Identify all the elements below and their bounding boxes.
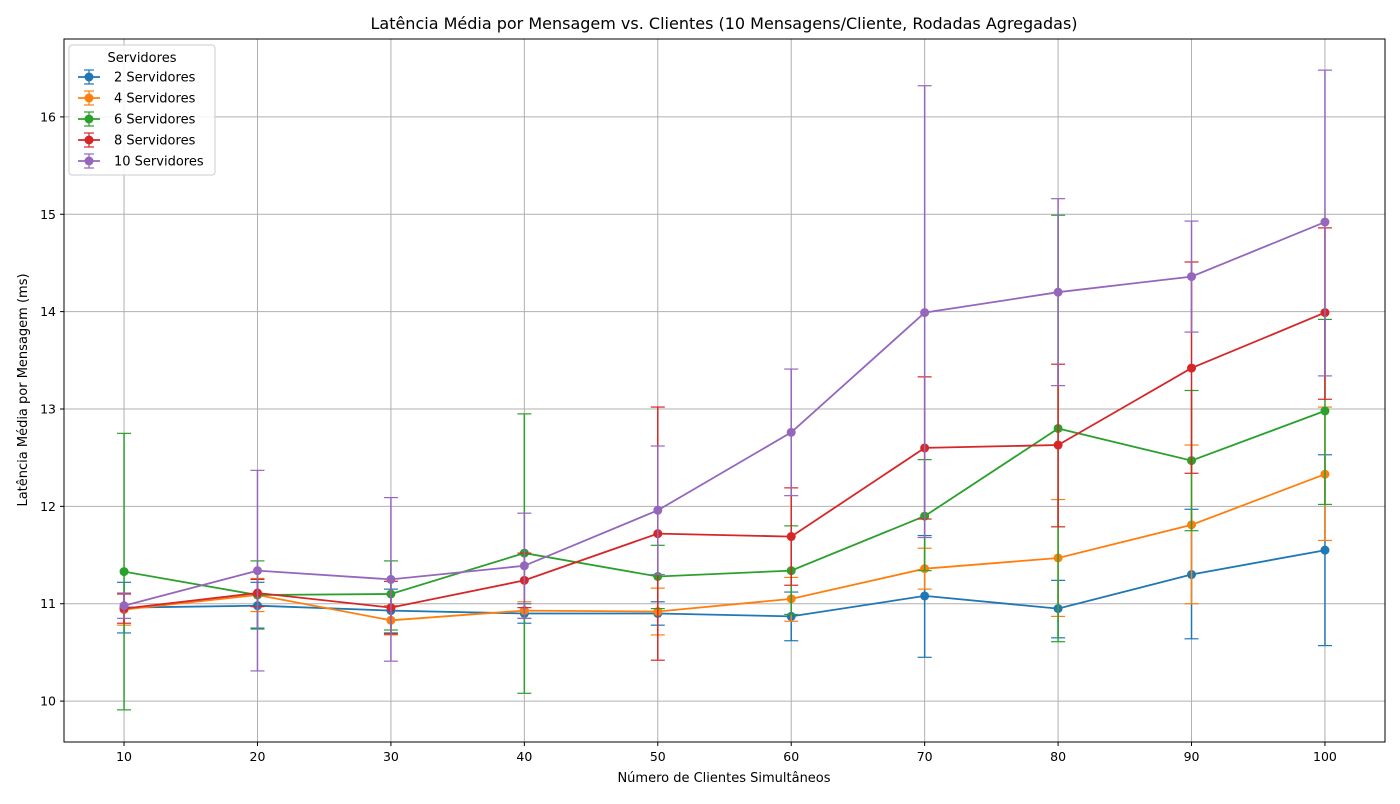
legend-entry: 6 Servidores bbox=[78, 111, 196, 128]
data-point bbox=[1320, 545, 1330, 555]
data-point bbox=[1320, 406, 1330, 416]
y-tick-label: 16 bbox=[40, 109, 56, 124]
legend-entries: 2 Servidores 4 Servidores 6 Servidores 8 Se… bbox=[78, 69, 204, 170]
x-axis-label: Número de Clientes Simultâneos bbox=[617, 771, 830, 786]
series-layer bbox=[117, 69, 1332, 711]
series-line bbox=[123, 311, 1326, 610]
legend-swatch-marker bbox=[84, 114, 94, 124]
x-tick-label: 20 bbox=[250, 749, 266, 764]
y-axis-label: Latência Média por Mensagem (ms) bbox=[16, 273, 31, 506]
data-point bbox=[786, 427, 796, 437]
tick-layer: 10 20 30 40 50 60 70 80 90 100 10 11 12 13 14 15 16 bbox=[40, 109, 1337, 764]
y-tick-label: 13 bbox=[40, 402, 56, 417]
data-point bbox=[252, 566, 262, 576]
legend-label: 4 Servidores bbox=[114, 92, 196, 107]
legend-swatch-marker bbox=[84, 93, 94, 103]
legend-entry: 2 Servidores bbox=[78, 69, 196, 86]
y-tick-label: 10 bbox=[40, 694, 56, 709]
x-tick-label: 60 bbox=[783, 749, 799, 764]
x-tick-label: 70 bbox=[917, 749, 933, 764]
x-tick-label: 40 bbox=[516, 749, 532, 764]
legend-entry: 8 Servidores bbox=[78, 132, 196, 149]
legend-label: 2 Servidores bbox=[114, 71, 196, 86]
legend-swatch-marker bbox=[84, 72, 94, 82]
x-tick-label: 90 bbox=[1184, 749, 1200, 764]
data-point bbox=[920, 308, 930, 318]
x-tick-label: 80 bbox=[1050, 749, 1066, 764]
y-tick-label: 15 bbox=[40, 207, 56, 222]
data-point bbox=[119, 567, 129, 577]
series-line bbox=[123, 221, 1326, 607]
data-point bbox=[386, 574, 396, 584]
legend-label: 6 Servidores bbox=[114, 113, 196, 128]
legend-swatch-marker bbox=[84, 156, 94, 166]
data-point bbox=[653, 505, 663, 515]
legend-swatch-marker bbox=[84, 135, 94, 145]
legend-label: 8 Servidores bbox=[114, 134, 196, 149]
y-tick-label: 12 bbox=[40, 499, 56, 514]
y-tick-label: 11 bbox=[40, 596, 56, 611]
chart-title: Latência Média por Mensagem vs. Clientes… bbox=[370, 14, 1077, 33]
x-tick-label: 100 bbox=[1313, 749, 1337, 764]
legend-label: 10 Servidores bbox=[114, 155, 204, 170]
legend: Servidores 2 Servidores 4 Servidores 6 Ser… bbox=[68, 44, 216, 176]
data-point bbox=[1187, 363, 1197, 373]
series-line bbox=[123, 473, 1326, 622]
data-point bbox=[1187, 272, 1197, 282]
x-tick-label: 10 bbox=[116, 749, 132, 764]
plot-frame bbox=[63, 38, 1386, 743]
data-point bbox=[920, 591, 930, 601]
data-point bbox=[1053, 440, 1063, 450]
series-line bbox=[123, 410, 1326, 596]
data-point bbox=[1320, 217, 1330, 227]
data-point bbox=[519, 561, 529, 571]
x-tick-label: 30 bbox=[383, 749, 399, 764]
data-point bbox=[786, 532, 796, 542]
legend-title: Servidores bbox=[108, 51, 177, 66]
y-tick-label: 14 bbox=[40, 304, 56, 319]
legend-entry: 10 Servidores bbox=[78, 153, 204, 170]
x-tick-label: 50 bbox=[650, 749, 666, 764]
series-5 bbox=[117, 69, 1332, 672]
legend-box bbox=[68, 44, 216, 176]
data-point bbox=[1053, 287, 1063, 297]
data-point bbox=[119, 601, 129, 611]
legend-entry: 4 Servidores bbox=[78, 90, 196, 107]
